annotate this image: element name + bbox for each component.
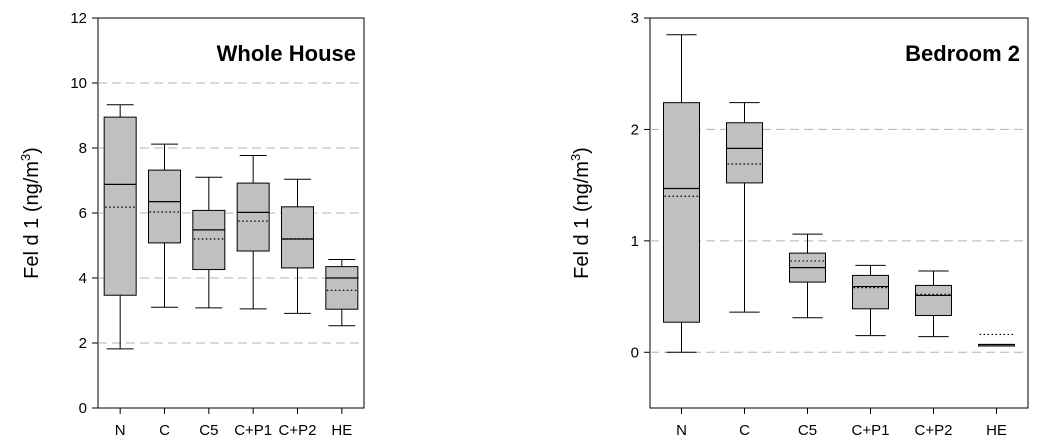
box-C+P1 <box>236 154 270 310</box>
box-N <box>103 104 137 350</box>
iqr-box <box>325 266 359 310</box>
y-tick-label: 2 <box>631 121 639 138</box>
iqr-box <box>726 122 763 184</box>
x-tick-label: C+P2 <box>279 422 317 439</box>
x-tick-label: C+P2 <box>915 422 953 439</box>
box-C+P2 <box>281 178 314 314</box>
bedroom-2-panel: Bedroom 2 Fel d 1 (ng/m3) 0 1 2 3 N C C5 C+P1 C+… <box>568 10 1029 439</box>
y-tick-label: 2 <box>79 335 87 352</box>
iqr-box <box>663 102 700 323</box>
x-tick-label: C <box>739 422 750 439</box>
x-tick-label: HE <box>331 422 352 439</box>
iqr-box <box>915 284 952 317</box>
box-C+P1 <box>852 264 889 337</box>
y-tick-label: 12 <box>70 10 87 27</box>
box-HE <box>325 258 359 327</box>
x-tick-label: C5 <box>199 422 218 439</box>
y-tick-label: 10 <box>70 75 87 92</box>
x-tick-label: C+P1 <box>852 422 890 439</box>
y-axis-label: Fel d 1 (ng/m3) <box>568 147 593 279</box>
y-tick-label: 3 <box>631 10 639 27</box>
y-tick-label: 8 <box>79 140 87 157</box>
box-C <box>726 102 763 313</box>
x-tick-label: N <box>676 422 687 439</box>
box-C <box>148 143 181 308</box>
box-N <box>663 34 700 353</box>
y-tick-label: 4 <box>79 270 87 287</box>
box-C5 <box>192 176 226 309</box>
iqr-box <box>236 182 270 252</box>
whole-house-panel: Whole House Fel d 1 (ng/m3) 0 2 4 6 8 10 12 N C C… <box>18 10 365 439</box>
x-tick-label: HE <box>986 422 1007 439</box>
x-tick-label: C <box>159 422 170 439</box>
iqr-box <box>281 206 314 269</box>
x-tick-label: C+P1 <box>234 422 272 439</box>
x-tick-label: N <box>115 422 126 439</box>
y-tick-label: 1 <box>631 233 639 250</box>
chart-title: Bedroom 2 <box>905 41 1020 66</box>
plot-frame <box>649 17 1029 409</box>
box-C+P2 <box>915 270 952 338</box>
iqr-box <box>192 209 226 271</box>
y-tick-label: 0 <box>631 344 639 361</box>
y-tick-label: 6 <box>79 205 87 222</box>
iqr-box <box>103 116 137 296</box>
box-C5 <box>789 233 826 319</box>
iqr-box <box>148 169 181 244</box>
box-HE <box>978 333 1015 347</box>
iqr-box <box>852 274 889 310</box>
y-tick-label: 0 <box>79 400 87 417</box>
x-tick-label: C5 <box>798 422 817 439</box>
chart-title: Whole House <box>217 41 356 66</box>
y-axis-label: Fel d 1 (ng/m3) <box>18 147 43 279</box>
